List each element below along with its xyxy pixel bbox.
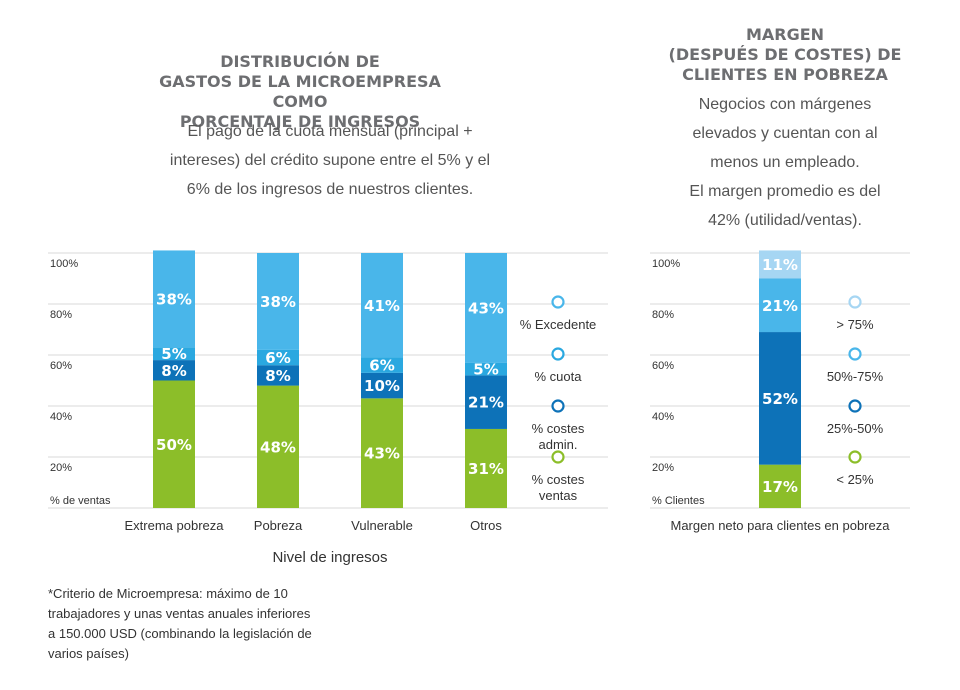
expenses-legend-marker [551,450,565,464]
expenses-bar-segment [153,250,195,348]
expenses-legend-label: ventas [539,488,578,503]
margin-ylabel: % Clientes [652,495,705,507]
expenses-bar-segment [257,253,299,350]
margin-xlabel: Margen neto para clientes en pobreza [671,518,891,533]
left-chart-title: DISTRIBUCIÓN DE GASTOS DE LA MICROEMPRES… [159,52,441,131]
expenses-data-label: 8% [265,367,290,385]
expenses-data-label: 48% [260,438,296,456]
expenses-ytick-label: 20% [50,462,72,474]
expenses-category-label: Vulnerable [351,518,413,533]
margin-legend-label: 50%-75% [827,369,884,384]
margin-bar-segment [759,250,801,279]
expenses-bar-segment [257,365,299,386]
margin-bar-segment [759,278,801,333]
expenses-ytick-label: 40% [50,411,72,423]
expenses-bar-segment [257,385,299,508]
right-chart-subtitle: Negocios con márgenes elevados y cuentan… [689,96,881,229]
expenses-legend-marker [551,399,565,413]
right-chart-title: MARGEN (DESPUÉS DE COSTES) DE CLIENTES E… [668,25,902,84]
expenses-category-label: Pobreza [254,518,303,533]
expenses-bar-segment [465,362,507,376]
margin-legend-label: > 75% [836,317,874,332]
expenses-bar-segment [257,349,299,366]
expenses-bar-segment [153,380,195,508]
expenses-data-label: 10% [364,377,400,395]
expenses-data-label: 43% [468,299,504,317]
margin-legend-marker [848,347,862,361]
margin-legend-label: < 25% [836,472,874,487]
margin-legend-marker [848,450,862,464]
margin-ytick-label: 20% [652,462,674,474]
margin-legend-marker [848,295,862,309]
expenses-ytick-label: 60% [50,360,72,372]
expenses-legend-label: % cuota [535,369,583,384]
expenses-bar-segment [465,253,507,363]
expenses-bar-segment [153,347,195,361]
expenses-ytick-label: 100% [50,258,78,270]
expenses-category-label: Extrema pobreza [125,518,225,533]
margin-data-label: 21% [762,297,798,315]
expenses-legend-label: % Excedente [520,317,597,332]
margin-bar-segment [759,464,801,508]
margin-data-label: 17% [762,478,798,496]
expenses-data-label: 5% [161,345,186,363]
margin-ytick-label: 100% [652,258,680,270]
expenses-bar-segment [465,428,507,508]
expenses-data-label: 41% [364,297,400,315]
expenses-legend-label: admin. [538,437,577,452]
expenses-legend-label: % costes [532,421,585,436]
expenses-data-label: 8% [161,362,186,380]
expenses-legend-marker [551,347,565,361]
margin-data-label: 11% [762,256,798,274]
expenses-bar-segment [361,372,403,399]
expenses-data-label: 38% [156,290,192,308]
expenses-data-label: 38% [260,293,296,311]
expenses-bar-segment [465,375,507,429]
expenses-xlabel: Nivel de ingresos [272,549,387,566]
expenses-data-label: 6% [265,349,290,367]
margin-data-label: 52% [762,390,798,408]
expenses-ylabel: % de ventas [50,495,111,507]
margin-legend-label: 25%-50% [827,421,884,436]
expenses-data-label: 43% [364,445,400,463]
expenses-bar-segment [361,253,403,358]
expenses-data-label: 21% [468,394,504,412]
expenses-legend-label: % costes [532,472,585,487]
margin-ytick-label: 40% [652,411,674,423]
expenses-ytick-label: 80% [50,309,72,321]
expenses-data-label: 50% [156,436,192,454]
footnote: *Criterio de Microempresa: máximo de 10 … [48,586,312,661]
expenses-data-label: 31% [468,460,504,478]
expenses-category-label: Otros [470,518,502,533]
expenses-data-label: 6% [369,357,394,375]
left-chart-subtitle: El pago de la cuota mensual (principal +… [169,123,491,198]
margin-legend-marker [848,399,862,413]
margin-bar-segment [759,332,801,465]
expenses-bar-segment [361,398,403,508]
expenses-bar-segment [153,360,195,381]
expenses-legend-marker [551,295,565,309]
expenses-bar-segment [361,357,403,373]
margin-ytick-label: 80% [652,309,674,321]
margin-ytick-label: 60% [652,360,674,372]
expenses-data-label: 5% [473,361,498,379]
